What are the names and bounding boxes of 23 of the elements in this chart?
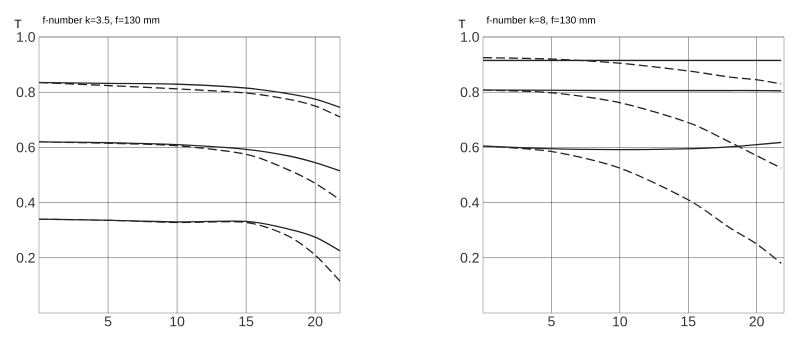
chart-title: f-number k=8, f=130 mm: [486, 16, 595, 25]
line-series: [483, 57, 782, 85]
x-tick-label: 5: [104, 316, 112, 326]
y-tick-label: 1.0: [461, 32, 479, 42]
y-axis-title: T: [458, 20, 466, 28]
y-tick-label: 0.6: [16, 142, 35, 152]
y-tick-label: 0.4: [460, 198, 480, 208]
y-tick-label: 0.8: [460, 87, 479, 98]
y-tick-label: 0.6: [460, 142, 479, 152]
y-tick-label: 0.8: [16, 87, 35, 98]
y-axis-title: T: [14, 20, 22, 28]
x-tick-label: 10: [170, 316, 184, 326]
x-tick-label: 10: [613, 316, 628, 326]
y-tick-label: 0.2: [16, 252, 35, 263]
x-tick-label: 20: [308, 316, 322, 326]
y-tick-label: 0.4: [16, 198, 36, 208]
y-tick-label: 0.2: [460, 252, 479, 263]
x-tick-label: 15: [239, 316, 254, 326]
chart-title: f-number k=3.5, f=130 mm: [42, 16, 160, 25]
x-tick-label: 20: [750, 316, 764, 326]
x-tick-label: 15: [682, 316, 696, 326]
y-tick-label: 1.0: [17, 32, 35, 42]
x-tick-label: 5: [548, 316, 555, 326]
